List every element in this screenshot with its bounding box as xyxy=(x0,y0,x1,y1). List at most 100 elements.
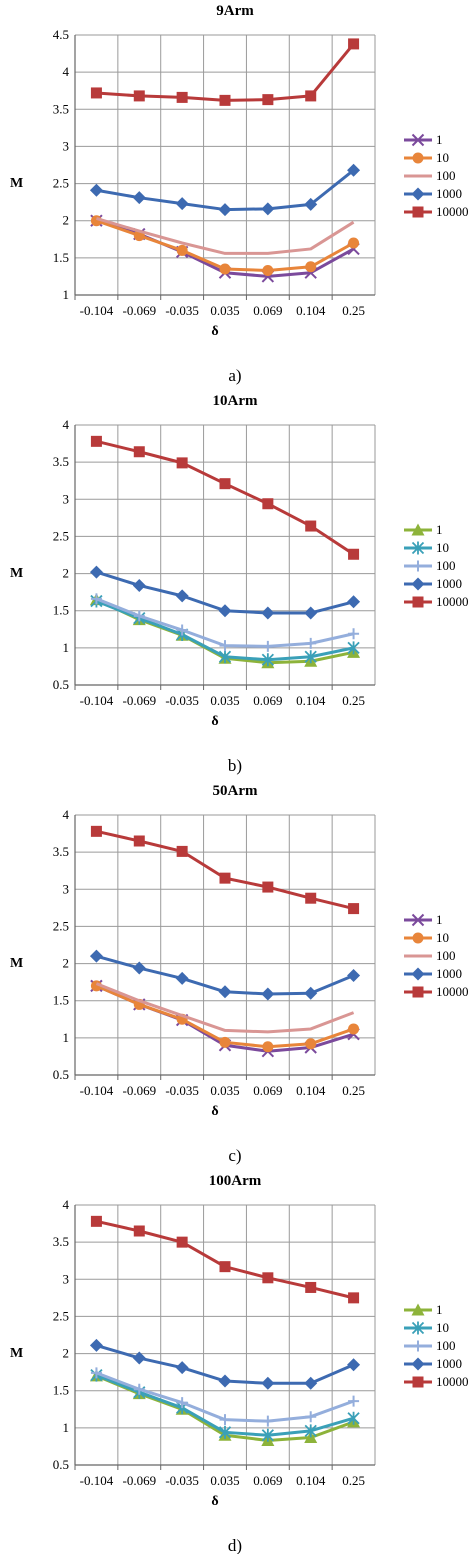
data-point xyxy=(90,87,102,99)
data-point xyxy=(133,610,145,622)
data-point xyxy=(261,1428,274,1442)
x-tick-label: 0.25 xyxy=(342,693,365,708)
legend-marker xyxy=(411,541,425,555)
y-axis-label: M xyxy=(10,1346,23,1361)
x-tick-label: 0.104 xyxy=(296,1083,326,1098)
data-point xyxy=(218,604,232,618)
data-point xyxy=(304,1424,317,1438)
legend-label: 10 xyxy=(436,930,449,945)
x-tick-label: -0.104 xyxy=(80,693,114,708)
series-line xyxy=(95,982,355,1034)
data-point xyxy=(262,1041,274,1053)
data-point xyxy=(133,1225,145,1237)
series-10 xyxy=(90,980,360,1053)
x-tick-label: -0.069 xyxy=(122,1083,156,1098)
x-tick-label: -0.035 xyxy=(165,303,199,318)
data-point xyxy=(90,593,102,605)
y-tick-label: 1 xyxy=(63,1030,70,1045)
data-point xyxy=(347,641,360,655)
data-point xyxy=(176,244,188,256)
legend-marker xyxy=(411,1303,425,1316)
x-tick-label: -0.069 xyxy=(122,303,156,318)
legend-marker xyxy=(412,932,424,944)
data-point xyxy=(219,1414,231,1426)
data-point xyxy=(347,163,361,177)
chart-title: 10Arm xyxy=(213,393,258,409)
series-10 xyxy=(90,215,360,276)
x-tick-label: -0.035 xyxy=(165,1473,199,1488)
legend-marker xyxy=(411,187,425,201)
y-tick-label: 0.5 xyxy=(53,1457,69,1472)
series-line xyxy=(96,217,355,255)
data-point xyxy=(132,191,146,205)
x-tick-label: 0.069 xyxy=(253,303,282,318)
y-tick-label: 3.5 xyxy=(53,101,69,116)
data-point xyxy=(132,578,146,592)
data-point xyxy=(347,595,361,609)
legend-marker xyxy=(411,913,425,927)
series-1000 xyxy=(89,1338,361,1390)
data-point xyxy=(175,971,189,985)
y-axis-label: M xyxy=(10,956,23,971)
series-100 xyxy=(90,593,360,652)
chart-title: 100Arm xyxy=(209,1173,262,1189)
legend-label: 1 xyxy=(436,522,443,537)
chart-panel-4: 100Arm 0.5 1 1.5 2 2.5 3 3.5 4 -0.104 -0.069 -0.035… xyxy=(10,1173,469,1554)
data-point xyxy=(261,606,275,620)
x-tick-label: 0.069 xyxy=(253,1083,282,1098)
panel-caption: c) xyxy=(228,1146,241,1165)
data-point xyxy=(89,183,103,197)
legend-marker xyxy=(412,986,424,998)
x-axis-label: δ xyxy=(211,324,218,339)
chart-title: 50Arm xyxy=(213,783,258,799)
series-100 xyxy=(95,982,355,1034)
data-point xyxy=(219,94,231,106)
data-point xyxy=(348,1292,360,1304)
data-point xyxy=(348,237,360,249)
data-point xyxy=(305,637,317,649)
data-point xyxy=(219,478,231,490)
data-point xyxy=(305,1038,317,1050)
y-tick-label: 3 xyxy=(63,491,70,506)
legend-marker xyxy=(411,577,425,591)
series-100 xyxy=(90,1367,360,1427)
x-axis-label: δ xyxy=(211,1104,218,1119)
data-point xyxy=(262,264,274,276)
y-tick-label: 4 xyxy=(63,64,70,79)
data-point xyxy=(132,1351,146,1365)
data-point xyxy=(132,961,146,975)
data-point xyxy=(89,565,103,579)
data-point xyxy=(218,985,232,999)
x-tick-label: 0.035 xyxy=(210,693,239,708)
legend-marker xyxy=(412,1340,424,1352)
data-point xyxy=(348,1023,360,1035)
legend-label: 100 xyxy=(436,558,456,573)
y-tick-label: 0.5 xyxy=(53,677,69,692)
series-10000 xyxy=(90,825,360,915)
y-tick-label: 2 xyxy=(63,1346,70,1361)
series-10000 xyxy=(90,1215,360,1304)
data-point xyxy=(348,1395,360,1407)
y-axis-label: M xyxy=(10,176,23,191)
data-point xyxy=(262,1415,274,1427)
y-tick-label: 3.5 xyxy=(53,844,69,859)
data-point xyxy=(347,1411,360,1425)
x-tick-label: 0.035 xyxy=(210,1473,239,1488)
data-point xyxy=(305,90,317,102)
data-point xyxy=(176,91,188,103)
data-point xyxy=(348,903,360,915)
y-tick-label: 2 xyxy=(63,956,70,971)
y-tick-label: 2.5 xyxy=(53,528,69,543)
data-point xyxy=(304,1376,318,1390)
data-point xyxy=(175,1361,189,1375)
legend-label: 100 xyxy=(436,168,456,183)
legend-marker xyxy=(412,596,424,608)
data-point xyxy=(175,197,189,211)
y-tick-label: 3 xyxy=(63,138,70,153)
x-tick-label: 0.035 xyxy=(210,303,239,318)
legend-label: 10000 xyxy=(436,204,469,219)
legend: 1 10 100 1000 10000 xyxy=(404,912,469,999)
data-point xyxy=(176,1236,188,1248)
legend-label: 10 xyxy=(436,1320,449,1335)
